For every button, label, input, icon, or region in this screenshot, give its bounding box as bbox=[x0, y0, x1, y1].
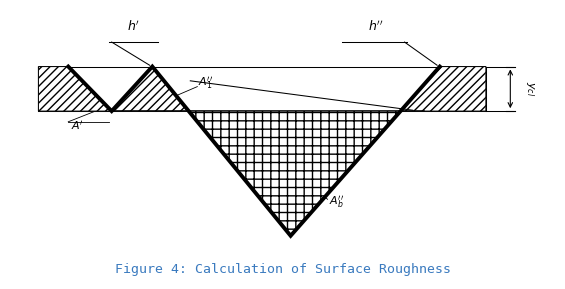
Text: Figure 4: Calculation of Surface Roughness: Figure 4: Calculation of Surface Roughne… bbox=[115, 263, 450, 276]
Text: $h'$: $h'$ bbox=[127, 20, 140, 34]
Polygon shape bbox=[401, 66, 486, 111]
Text: $A'$: $A'$ bbox=[71, 119, 84, 132]
Polygon shape bbox=[112, 66, 189, 111]
Text: $y_{cl}$: $y_{cl}$ bbox=[524, 81, 536, 97]
Polygon shape bbox=[189, 111, 401, 236]
Text: $A_1''$: $A_1''$ bbox=[198, 75, 214, 92]
Text: $h''$: $h''$ bbox=[368, 20, 384, 34]
Text: $A_b''$: $A_b''$ bbox=[329, 194, 344, 210]
Polygon shape bbox=[38, 66, 112, 111]
